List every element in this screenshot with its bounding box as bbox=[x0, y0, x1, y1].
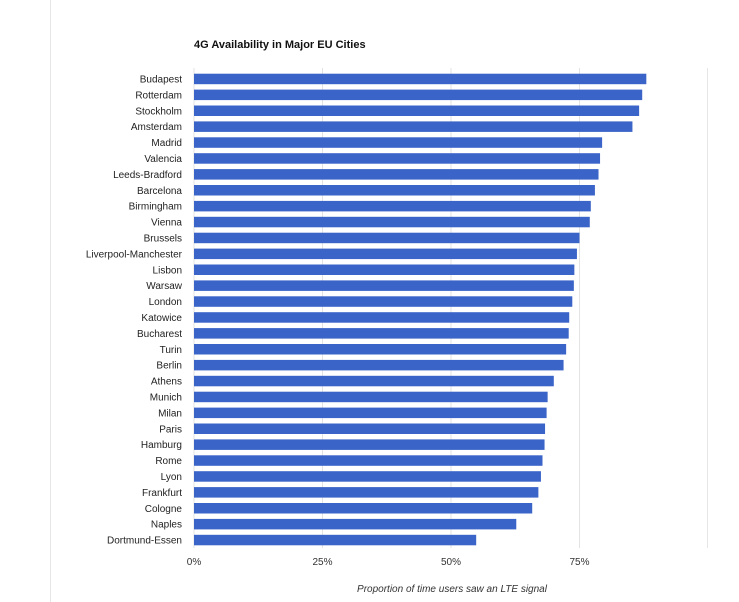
bar bbox=[194, 312, 570, 323]
bar bbox=[194, 185, 595, 196]
bar bbox=[194, 73, 647, 85]
category-label: London bbox=[149, 297, 182, 308]
bar bbox=[194, 137, 603, 148]
x-tick-label: 25% bbox=[312, 557, 332, 568]
category-label: Athens bbox=[151, 377, 182, 388]
category-label: Birmingham bbox=[129, 202, 182, 213]
bar bbox=[194, 296, 573, 307]
category-label: Stockholm bbox=[135, 106, 182, 117]
gridlines bbox=[193, 68, 580, 548]
category-label: Madrid bbox=[151, 138, 182, 149]
bar bbox=[194, 216, 590, 228]
bar bbox=[194, 121, 633, 132]
bar bbox=[194, 518, 517, 530]
category-label: Turin bbox=[160, 345, 182, 356]
bar bbox=[194, 200, 591, 212]
bar bbox=[194, 375, 554, 387]
bars bbox=[194, 73, 647, 546]
category-label: Bucharest bbox=[137, 329, 182, 340]
category-label: Rome bbox=[155, 456, 182, 467]
bar bbox=[194, 407, 547, 419]
category-label: Amsterdam bbox=[131, 122, 182, 133]
category-label: Lisbon bbox=[153, 265, 182, 276]
category-label: Frankfurt bbox=[142, 488, 182, 499]
bar bbox=[194, 344, 567, 355]
category-label: Rotterdam bbox=[135, 90, 182, 101]
bar bbox=[194, 487, 539, 498]
bar bbox=[194, 248, 577, 260]
category-label: Vienna bbox=[151, 218, 182, 229]
bar bbox=[194, 280, 574, 291]
category-label: Warsaw bbox=[146, 281, 183, 292]
category-label: Katowice bbox=[141, 313, 182, 324]
frame-right-border bbox=[707, 68, 708, 548]
category-label: Barcelona bbox=[137, 186, 182, 197]
bar bbox=[194, 264, 575, 275]
bar bbox=[194, 232, 580, 244]
category-label: Hamburg bbox=[141, 440, 182, 451]
x-tick-label: 50% bbox=[441, 557, 461, 568]
bar bbox=[194, 153, 601, 164]
bar bbox=[194, 328, 569, 339]
x-axis-label: Proportion of time users saw an LTE sign… bbox=[357, 584, 548, 595]
category-label: Milan bbox=[158, 408, 182, 419]
category-label: Budapest bbox=[140, 74, 182, 85]
bar bbox=[194, 455, 543, 466]
bar bbox=[194, 503, 533, 514]
bar bbox=[194, 423, 546, 434]
category-label: Valencia bbox=[144, 154, 182, 165]
category-label: Lyon bbox=[161, 472, 182, 483]
category-label: Liverpool-Manchester bbox=[86, 249, 183, 260]
x-tick-labels: 0% 25% 50% 75% bbox=[187, 557, 590, 568]
x-tick-label: 75% bbox=[569, 557, 589, 568]
chart-title: 4G Availability in Major EU Cities bbox=[194, 39, 366, 51]
bar bbox=[194, 534, 477, 546]
bar bbox=[194, 439, 545, 450]
category-label: Leeds-Bradford bbox=[113, 170, 182, 181]
category-label: Paris bbox=[159, 424, 182, 435]
bar bbox=[194, 359, 564, 371]
category-label: Naples bbox=[151, 520, 182, 531]
bar bbox=[194, 471, 541, 482]
category-label: Cologne bbox=[145, 504, 183, 515]
frame-left-border bbox=[50, 0, 51, 602]
category-label: Brussels bbox=[144, 233, 182, 244]
x-tick-label: 0% bbox=[187, 557, 202, 568]
category-label: Dortmund-Essen bbox=[107, 536, 182, 547]
category-label: Berlin bbox=[156, 361, 182, 372]
bar bbox=[194, 169, 599, 180]
bar bbox=[194, 105, 640, 116]
bar bbox=[194, 89, 643, 101]
category-labels: Budapest Rotterdam Stockholm Amsterdam Madri… bbox=[86, 74, 183, 546]
bar bbox=[194, 391, 548, 403]
category-label: Munich bbox=[150, 392, 182, 403]
